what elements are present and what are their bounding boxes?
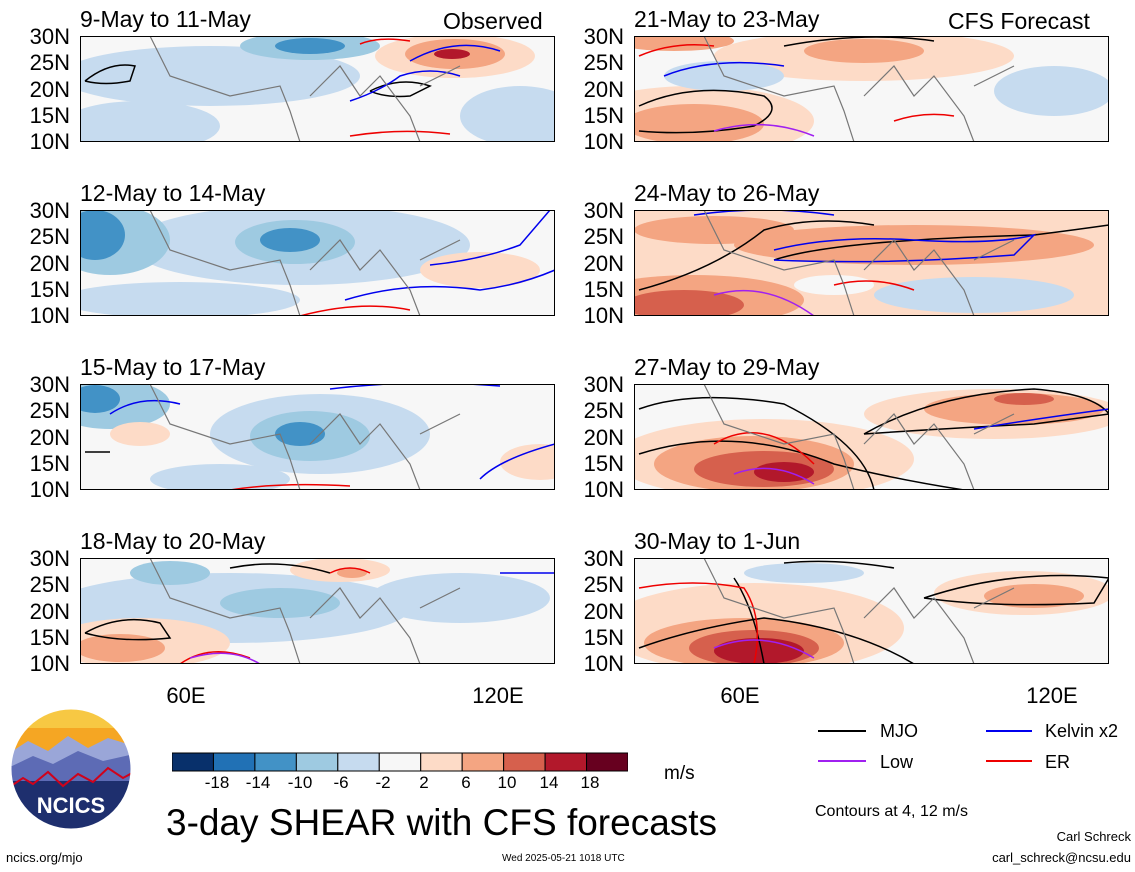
shear-map-panel (634, 384, 1109, 490)
lat-label: 20N (29, 425, 70, 450)
colorbar-tick: -10 (287, 773, 313, 792)
lat-label: 30N (583, 198, 624, 223)
lat-label: 10N (29, 477, 70, 502)
lat-label: 25N (583, 572, 624, 597)
lat-label: 10N (29, 303, 70, 328)
colorbar (172, 752, 628, 772)
footer-url[interactable]: ncics.org/mjo (6, 850, 83, 865)
lat-label: 15N (29, 103, 70, 128)
panel-title: 9-May to 11-May (80, 6, 251, 32)
lat-label: 15N (29, 451, 70, 476)
lat-label: 10N (583, 303, 624, 328)
shear-map-panel (80, 384, 555, 490)
lat-label: 15N (29, 277, 70, 302)
colorbar-tick: 18 (580, 773, 600, 792)
lat-label: 25N (583, 224, 624, 249)
lat-label: 10N (583, 477, 624, 502)
lat-label: 20N (583, 425, 624, 450)
lat-label: 30N (583, 546, 624, 571)
colorbar-swatch (254, 752, 297, 772)
contour-legend (818, 730, 1032, 762)
ncics-logo: NCICS (10, 708, 132, 830)
colorbar-tick: 6 (461, 773, 471, 792)
lat-label: 30N (583, 24, 624, 49)
legend-label-low: Low (880, 752, 914, 772)
colorbar-swatch (503, 752, 546, 772)
lat-label: 25N (583, 50, 624, 75)
lat-label: 20N (583, 251, 624, 276)
contour-note: Contours at 4, 12 m/s (815, 803, 968, 820)
shear-map-panel (80, 210, 555, 316)
shear-map-panel (634, 36, 1109, 142)
lat-label: 10N (583, 651, 624, 676)
main-title: 3-day SHEAR with CFS forecasts (166, 802, 718, 843)
lat-label: 15N (583, 103, 624, 128)
lon-label: 120E (472, 683, 524, 708)
colorbar-swatch (172, 752, 214, 772)
colorbar-swatch (378, 752, 422, 772)
panel-title: 27-May to 29-May (634, 354, 820, 380)
lat-label: 15N (583, 451, 624, 476)
panel-title: 12-May to 14-May (80, 180, 266, 206)
lat-label: 25N (29, 572, 70, 597)
shear-map-panel (80, 558, 555, 664)
colorbar-swatch (212, 752, 256, 772)
shear-map-panel (80, 36, 555, 142)
lat-label: 20N (583, 599, 624, 624)
colorbar-swatch (295, 752, 339, 772)
lat-label: 15N (29, 625, 70, 650)
logo-text: NCICS (37, 793, 105, 818)
colorbar-swatch (420, 752, 463, 772)
panel-title: 24-May to 26-May (634, 180, 820, 206)
lon-label: 120E (1026, 683, 1078, 708)
lat-label: 10N (29, 651, 70, 676)
shear-map-panel (634, 210, 1109, 316)
legend-label-mjo: MJO (880, 721, 918, 741)
lat-label: 20N (29, 77, 70, 102)
colorbar-tick: -14 (245, 773, 271, 792)
colorbar-swatch (337, 752, 380, 772)
lat-label: 20N (583, 77, 624, 102)
lon-label: 60E (720, 683, 760, 708)
lat-label: 25N (583, 398, 624, 423)
colorbar-unit: m/s (664, 763, 695, 784)
lat-label: 30N (29, 24, 70, 49)
lat-label: 20N (29, 251, 70, 276)
colorbar-swatch (461, 752, 505, 772)
lat-label: 25N (29, 224, 70, 249)
panel-title: 18-May to 20-May (80, 528, 266, 554)
colorbar-tick: -2 (375, 773, 391, 792)
panel-title: 21-May to 23-May (634, 6, 820, 32)
colorbar-swatch (586, 752, 628, 772)
lat-label: 10N (583, 129, 624, 154)
lon-label: 60E (166, 683, 206, 708)
footer-email[interactable]: carl_schreck@ncsu.edu (992, 850, 1131, 865)
shear-map-panel (634, 558, 1109, 664)
footer-timestamp: Wed 2025-05-21 1018 UTC (502, 853, 625, 864)
panel-title: 15-May to 17-May (80, 354, 266, 380)
lat-label: 25N (29, 398, 70, 423)
colorbar-swatch (544, 752, 588, 772)
lat-label: 30N (29, 198, 70, 223)
lat-label: 20N (29, 599, 70, 624)
colorbar-tick: 2 (419, 773, 429, 792)
colorbar-tick: 14 (539, 773, 559, 792)
cfs-forecast-label: CFS Forecast (948, 8, 1090, 34)
legend-label-er: ER (1045, 752, 1071, 772)
lat-label: 30N (29, 372, 70, 397)
panel-title: 30-May to 1-Jun (634, 528, 801, 554)
lat-label: 25N (29, 50, 70, 75)
colorbar-tick: -6 (333, 773, 349, 792)
observed-label: Observed (443, 8, 543, 34)
footer-author: Carl Schreck (1056, 829, 1131, 844)
lat-label: 15N (583, 277, 624, 302)
legend-label-kelvin: Kelvin x2 (1045, 721, 1119, 741)
lat-label: 30N (583, 372, 624, 397)
lat-label: 10N (29, 129, 70, 154)
lat-label: 15N (583, 625, 624, 650)
colorbar-tick: 10 (497, 773, 517, 792)
colorbar-tick: -18 (204, 773, 230, 792)
lat-label: 30N (29, 546, 70, 571)
